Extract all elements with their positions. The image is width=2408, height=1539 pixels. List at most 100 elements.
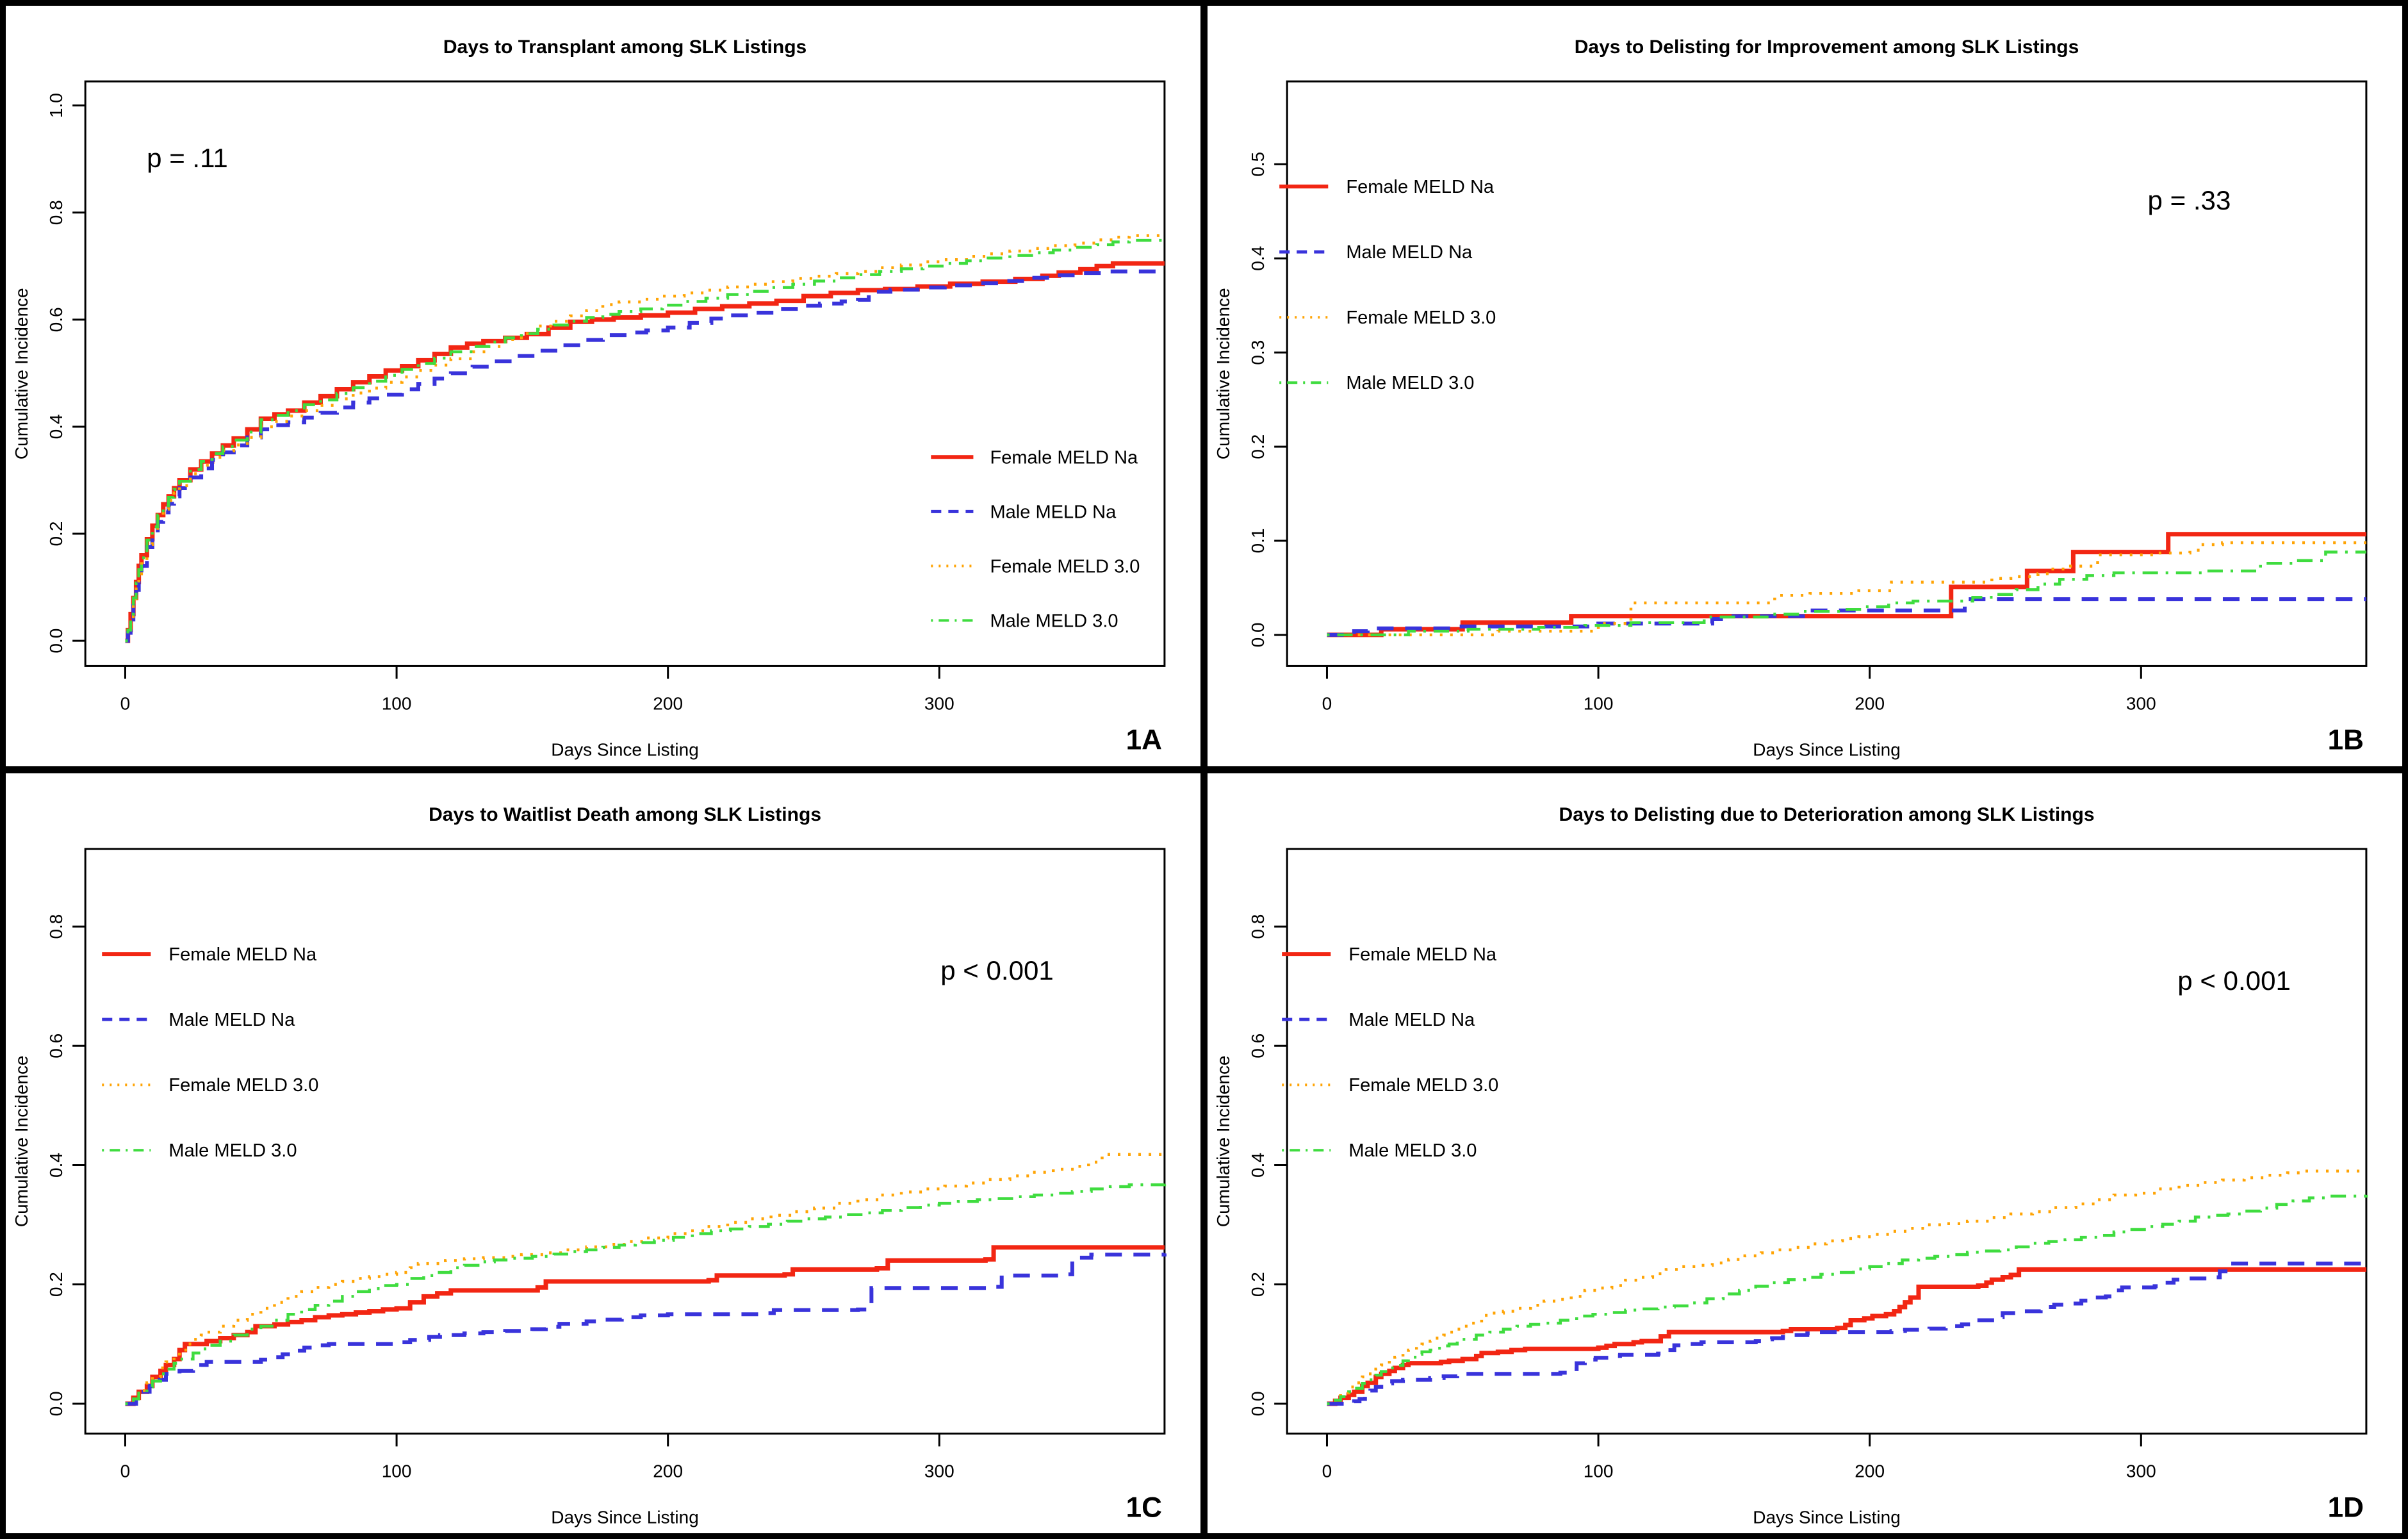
y-tick-label: 0.2 bbox=[1248, 434, 1268, 459]
curve-female-meld-na bbox=[125, 1244, 1165, 1406]
y-tick-label: 0.6 bbox=[46, 307, 66, 332]
x-tick-label: 300 bbox=[924, 1461, 954, 1481]
y-tick-label: 0.1 bbox=[1248, 529, 1268, 554]
legend-label-female-meld-na: Female MELD Na bbox=[1346, 177, 1495, 197]
legend-label-female-meld-na: Female MELD Na bbox=[1348, 944, 1497, 965]
x-tick-label: 100 bbox=[1584, 1461, 1614, 1481]
x-axis-label: Days Since Listing bbox=[551, 1507, 699, 1527]
x-tick-label: 300 bbox=[2126, 1461, 2156, 1481]
y-axis-label: Cumulative Incidence bbox=[1213, 1055, 1233, 1227]
legend-label-female-meld-3-0: Female MELD 3.0 bbox=[990, 556, 1140, 577]
plot-box bbox=[84, 848, 1166, 1435]
curve-male-meld-na bbox=[125, 1252, 1167, 1406]
x-tick-label: 200 bbox=[1855, 693, 1885, 713]
legend-label-male-meld-na: Male MELD Na bbox=[168, 1010, 295, 1030]
y-tick-label: 0.4 bbox=[46, 1153, 66, 1178]
x-tick-label: 100 bbox=[1584, 693, 1614, 713]
y-axis-label: Cumulative Incidence bbox=[12, 288, 31, 459]
panel-title: Days to Transplant among SLK Listings bbox=[443, 37, 807, 58]
panel-1a: Days to Transplant among SLK Listings 0 10… bbox=[6, 6, 1200, 766]
plot-box bbox=[1286, 80, 2368, 667]
x-axis-label: Days Since Listing bbox=[1753, 1507, 1901, 1527]
legend-label-female-meld-3-0: Female MELD 3.0 bbox=[1346, 308, 1496, 328]
panel-letter-label: 1B bbox=[2328, 725, 2364, 756]
panel-letter-label: 1A bbox=[1126, 725, 1162, 756]
legend-label-female-meld-na: Female MELD Na bbox=[990, 447, 1138, 468]
curve-male-meld-3-0 bbox=[1327, 1194, 2368, 1405]
panel-1c-plot: Days to Waitlist Death among SLK Listing… bbox=[12, 804, 1167, 1527]
panel-title: Days to Waitlist Death among SLK Listing… bbox=[429, 804, 821, 825]
x-axis-label: Days Since Listing bbox=[551, 740, 699, 760]
x-axis-label: Days Since Listing bbox=[1753, 740, 1901, 760]
legend-label-female-meld-na: Female MELD Na bbox=[168, 944, 317, 965]
x-tick-label: 0 bbox=[120, 693, 131, 713]
curve-female-meld-3-0 bbox=[125, 234, 1165, 643]
y-tick-label: 0.8 bbox=[46, 914, 66, 939]
y-tick-label: 0.3 bbox=[1248, 340, 1268, 365]
panel-1b: Days to Delisting for Improvement among … bbox=[1208, 6, 2402, 766]
curve-female-meld-3-0 bbox=[1327, 1169, 2366, 1405]
curve-female-meld-3-0 bbox=[125, 1152, 1167, 1405]
x-tick-label: 0 bbox=[1322, 1461, 1332, 1481]
y-tick-label: 0.2 bbox=[46, 1272, 66, 1297]
panel-1d: Days to Delisting due to Deterioration a… bbox=[1208, 773, 2402, 1533]
curve-male-meld-3-0 bbox=[125, 1183, 1167, 1405]
y-tick-label: 0.6 bbox=[1248, 1033, 1268, 1058]
x-tick-label: 200 bbox=[653, 693, 683, 713]
y-tick-label: 0.2 bbox=[1248, 1272, 1268, 1297]
legend-label-male-meld-3-0: Male MELD 3.0 bbox=[1346, 373, 1474, 393]
panel-letter-label: 1C bbox=[1126, 1492, 1162, 1523]
y-tick-label: 0.4 bbox=[1248, 1153, 1268, 1178]
x-tick-label: 300 bbox=[2126, 693, 2156, 713]
y-tick-label: 0.0 bbox=[46, 1391, 66, 1416]
panel-title: Days to Delisting for Improvement among … bbox=[1575, 37, 2079, 58]
curve-male-meld-na bbox=[1327, 1261, 2366, 1406]
legend-label-male-meld-na: Male MELD Na bbox=[1348, 1010, 1475, 1030]
legend-label-male-meld-na: Male MELD Na bbox=[1346, 242, 1473, 263]
p-value-annotation: p < 0.001 bbox=[940, 955, 1054, 985]
x-tick-label: 200 bbox=[1855, 1461, 1885, 1481]
x-tick-label: 0 bbox=[1322, 693, 1332, 713]
y-tick-label: 0.6 bbox=[46, 1033, 66, 1058]
x-tick-label: 100 bbox=[382, 1461, 412, 1481]
curve-male-meld-na bbox=[125, 269, 1165, 643]
legend-label-female-meld-3-0: Female MELD 3.0 bbox=[1348, 1075, 1498, 1096]
y-tick-label: 0.5 bbox=[1248, 152, 1268, 177]
p-value-annotation: p < 0.001 bbox=[2177, 966, 2291, 996]
p-value-annotation: p = .33 bbox=[2148, 185, 2231, 215]
panel-1c: Days to Waitlist Death among SLK Listing… bbox=[6, 773, 1200, 1533]
panel-1a-plot: Days to Transplant among SLK Listings 0 10… bbox=[12, 37, 1166, 760]
panel-1d-plot: Days to Delisting due to Deterioration a… bbox=[1213, 804, 2368, 1527]
y-tick-label: 1.0 bbox=[46, 93, 66, 118]
legend-label-female-meld-3-0: Female MELD 3.0 bbox=[168, 1075, 318, 1096]
curve-male-meld-na bbox=[1327, 597, 2366, 637]
plot-box bbox=[1286, 848, 2368, 1435]
y-tick-label: 0.4 bbox=[46, 414, 66, 439]
y-tick-label: 0.8 bbox=[1248, 914, 1268, 939]
curve-female-meld-na bbox=[1327, 1267, 2366, 1406]
y-axis-label: Cumulative Incidence bbox=[12, 1055, 31, 1227]
y-axis-label: Cumulative Incidence bbox=[1213, 288, 1233, 459]
panel-title: Days to Delisting due to Deterioration a… bbox=[1559, 804, 2095, 825]
panel-1b-plot: Days to Delisting for Improvement among … bbox=[1213, 37, 2368, 760]
x-tick-label: 100 bbox=[382, 693, 412, 713]
plot-box bbox=[84, 80, 1166, 667]
x-tick-label: 300 bbox=[924, 693, 954, 713]
legend-label-male-meld-na: Male MELD Na bbox=[990, 502, 1117, 522]
legend-label-male-meld-3-0: Male MELD 3.0 bbox=[1348, 1140, 1477, 1161]
y-tick-label: 0.0 bbox=[46, 629, 66, 654]
curve-female-meld-3-0 bbox=[1327, 541, 2366, 637]
curve-female-meld-na bbox=[1327, 532, 2366, 638]
y-tick-label: 0.0 bbox=[1248, 622, 1268, 647]
panel-letter-label: 1D bbox=[2328, 1492, 2364, 1523]
y-tick-label: 0.2 bbox=[46, 522, 66, 547]
legend-label-male-meld-3-0: Male MELD 3.0 bbox=[168, 1140, 297, 1161]
y-tick-label: 0.0 bbox=[1248, 1391, 1268, 1416]
y-tick-label: 0.4 bbox=[1248, 246, 1268, 271]
legend-label-male-meld-3-0: Male MELD 3.0 bbox=[990, 611, 1118, 631]
curve-male-meld-3-0 bbox=[125, 238, 1165, 643]
x-tick-label: 0 bbox=[120, 1461, 131, 1481]
y-tick-label: 0.8 bbox=[46, 200, 66, 225]
curve-female-meld-na bbox=[125, 261, 1165, 643]
